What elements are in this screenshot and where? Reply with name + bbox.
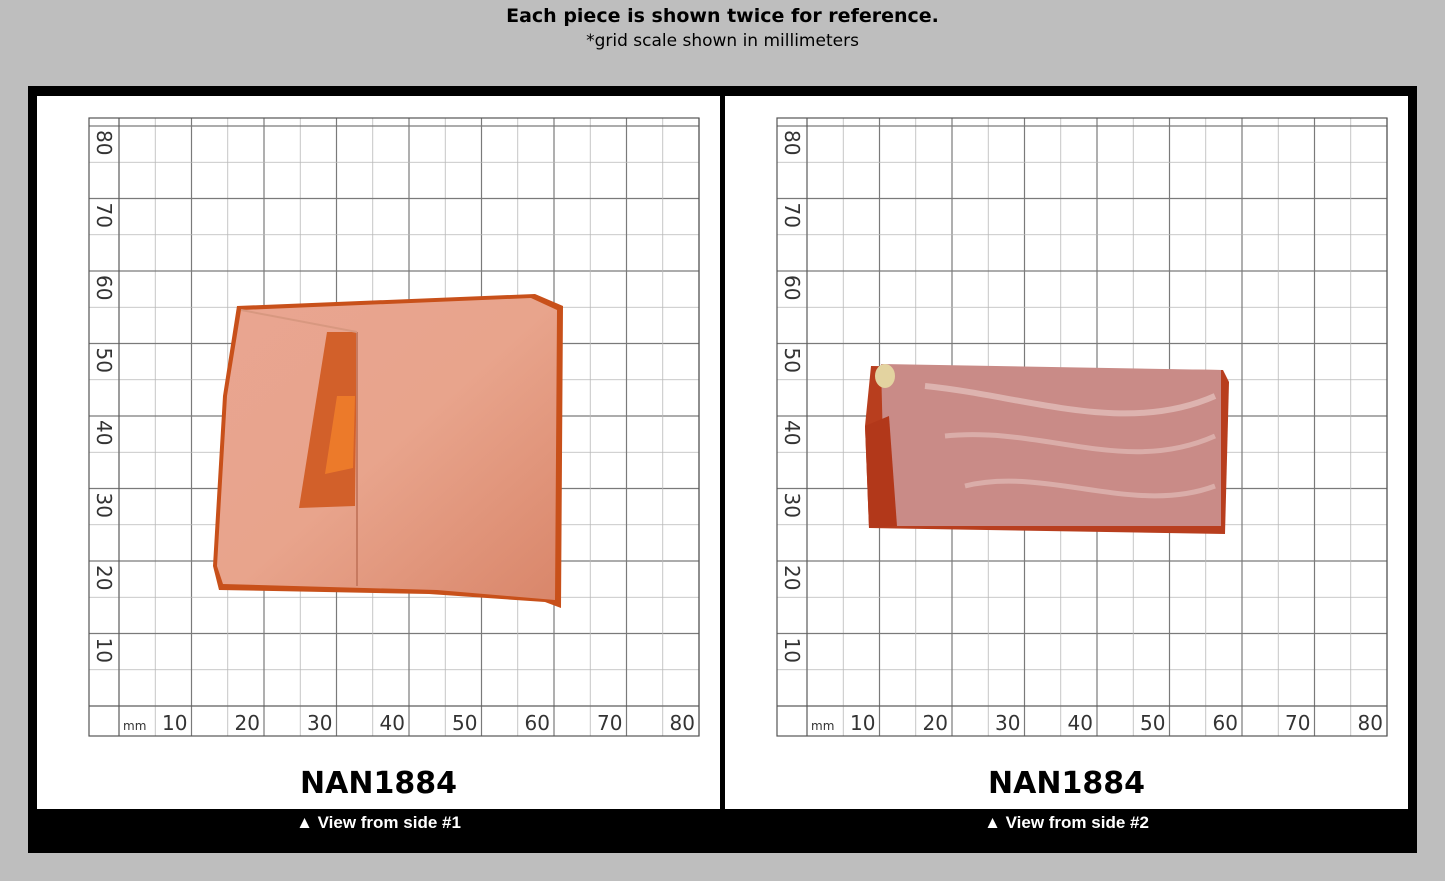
- page-subtitle: *grid scale shown in millimeters: [586, 31, 859, 51]
- y-tick-label: 80: [780, 130, 804, 155]
- y-tick-label: 10: [780, 638, 804, 663]
- x-tick-label: 50: [1140, 711, 1165, 735]
- x-tick-label: 30: [307, 711, 332, 735]
- x-tick-label: 10: [162, 711, 187, 735]
- x-tick-label: 80: [670, 711, 695, 735]
- mm-grid: 10 20 30 40 50 60 70 80 10 20 30 40 50 60 70 80 mm: [776, 117, 1388, 737]
- y-tick-label: 10: [92, 638, 116, 663]
- y-tick-label: 20: [780, 565, 804, 590]
- photo-panel-side-1: 10 20 30 40 50 60 70 80 10 20 30 40 50 60 70 80 mm NA: [37, 96, 720, 809]
- photo-panel-side-2: 10 20 30 40 50 60 70 80 10 20 30 40 50 60 70 80 mm NAN18…: [725, 96, 1408, 809]
- y-tick-label: 50: [92, 348, 116, 373]
- y-tick-label: 30: [780, 493, 804, 518]
- x-tick-label: 20: [235, 711, 260, 735]
- y-tick-label: 50: [780, 348, 804, 373]
- view-caption-side-1: ▲ View from side #1: [296, 813, 461, 832]
- x-tick-label: 70: [597, 711, 622, 735]
- specimen-photo: [865, 364, 1229, 534]
- y-tick-label: 60: [780, 275, 804, 300]
- x-tick-label: 60: [1213, 711, 1238, 735]
- x-tick-label: 10: [850, 711, 875, 735]
- x-tick-label: 50: [452, 711, 477, 735]
- specimen-photo: [213, 294, 563, 608]
- y-tick-label: 40: [780, 420, 804, 445]
- y-tick-label: 70: [92, 203, 116, 228]
- unit-label: mm: [123, 719, 146, 733]
- sku-label: NAN1884: [300, 766, 457, 801]
- y-tick-label: 40: [92, 420, 116, 445]
- y-tick-label: 20: [92, 565, 116, 590]
- grid-border: [776, 117, 1388, 737]
- grid-border: [88, 117, 700, 737]
- x-tick-label: 70: [1285, 711, 1310, 735]
- y-tick-label: 60: [92, 275, 116, 300]
- x-tick-label: 30: [995, 711, 1020, 735]
- unit-label: mm: [811, 719, 834, 733]
- x-tick-label: 40: [380, 711, 405, 735]
- mm-grid: 10 20 30 40 50 60 70 80 10 20 30 40 50 60 70 80 mm: [88, 117, 700, 737]
- x-tick-label: 20: [923, 711, 948, 735]
- y-tick-label: 70: [780, 203, 804, 228]
- image-frame: 10 20 30 40 50 60 70 80 10 20 30 40 50 60 70 80 mm NA: [28, 86, 1417, 853]
- x-tick-label: 60: [525, 711, 550, 735]
- page-title: Each piece is shown twice for reference.: [506, 5, 939, 27]
- y-tick-label: 30: [92, 493, 116, 518]
- x-tick-label: 80: [1358, 711, 1383, 735]
- sku-label: NAN1884: [988, 766, 1145, 801]
- y-tick-label: 80: [92, 130, 116, 155]
- view-caption-side-2: ▲ View from side #2: [984, 813, 1149, 832]
- x-tick-label: 40: [1068, 711, 1093, 735]
